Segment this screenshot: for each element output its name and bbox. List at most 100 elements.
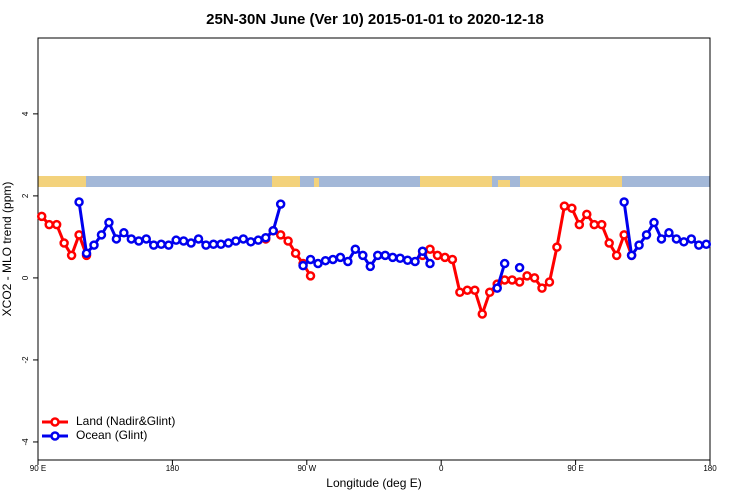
- data-point: [641, 230, 652, 240]
- data-point: [425, 244, 435, 254]
- y-tick-label: -2: [21, 356, 30, 364]
- chart-title: 25N-30N June (Ver 10) 2015-01-01 to 2020…: [206, 11, 544, 28]
- data-point: [51, 219, 62, 230]
- data-point: [387, 252, 398, 263]
- legend-label: Ocean (Glint): [76, 428, 147, 442]
- data-point: [81, 248, 92, 259]
- data-point: [484, 287, 495, 298]
- data-point: [440, 252, 450, 263]
- data-point: [156, 239, 166, 250]
- land-band: [498, 180, 510, 187]
- data-point: [193, 234, 204, 244]
- data-point: [447, 254, 458, 265]
- data-point: [313, 258, 323, 269]
- data-point: [171, 235, 181, 245]
- data-point: [544, 277, 555, 287]
- land-band: [314, 178, 319, 187]
- data-point: [432, 250, 443, 261]
- data-point: [335, 252, 346, 263]
- data-point: [470, 285, 480, 295]
- data-point: [679, 237, 689, 247]
- data-point: [626, 250, 637, 261]
- data-point: [178, 236, 189, 246]
- data-point: [686, 234, 697, 244]
- data-point: [619, 197, 629, 207]
- x-axis-label: Longitude (deg E): [326, 476, 421, 490]
- data-point: [74, 230, 84, 240]
- data-point: [492, 283, 502, 293]
- data-point: [305, 254, 316, 265]
- data-point: [455, 287, 465, 298]
- data-point: [477, 309, 488, 319]
- data-point: [395, 253, 405, 263]
- data-point: [216, 239, 226, 250]
- data-point: [664, 228, 674, 238]
- legend-marker: [50, 417, 60, 427]
- x-tick-label: 90 E: [30, 464, 46, 473]
- data-point: [522, 271, 532, 281]
- data-point: [514, 277, 525, 287]
- data-point: [201, 240, 211, 250]
- data-point: [246, 237, 256, 247]
- data-point: [343, 256, 353, 267]
- data-point: [499, 258, 510, 269]
- data-point: [59, 238, 69, 248]
- data-point: [365, 261, 376, 272]
- data-point: [567, 203, 577, 213]
- data-point: [148, 240, 159, 250]
- data-point: [134, 236, 144, 246]
- x-tick-label: 90 W: [297, 464, 316, 473]
- plot-frame: [37, 37, 711, 461]
- land-band: [520, 176, 622, 187]
- x-tick-label: 180: [703, 464, 717, 473]
- data-point: [611, 250, 622, 261]
- legend-marker: [50, 431, 60, 441]
- data-point: [111, 234, 122, 244]
- data-point: [328, 254, 338, 265]
- data-point: [596, 219, 607, 230]
- land-ocean-strip: [38, 176, 710, 187]
- y-tick-label: 2: [21, 193, 30, 198]
- data-point: [268, 226, 278, 236]
- x-tick-label: 90 E: [567, 464, 583, 473]
- data-point: [649, 217, 659, 228]
- data-point: [260, 232, 271, 243]
- y-tick-label: -4: [21, 438, 30, 446]
- data-point: [462, 285, 473, 295]
- data-point: [552, 242, 562, 252]
- data-point: [425, 258, 435, 269]
- data-point: [358, 250, 368, 261]
- data-point: [253, 235, 264, 245]
- data-point: [537, 283, 547, 293]
- data-point: [514, 262, 525, 273]
- data-point: [529, 273, 540, 283]
- data-point: [380, 250, 390, 261]
- data-point: [589, 219, 600, 230]
- data-point: [559, 201, 570, 211]
- data-point: [141, 234, 152, 244]
- data-point: [372, 250, 383, 261]
- data-point: [89, 240, 99, 250]
- data-point: [499, 275, 510, 285]
- data-point: [410, 256, 420, 267]
- land-band: [272, 176, 300, 187]
- ocean-band: [38, 176, 710, 187]
- data-point: [74, 197, 84, 207]
- data-point: [417, 246, 428, 257]
- land-band: [38, 176, 86, 187]
- data-point: [507, 275, 517, 285]
- data-point: [163, 240, 174, 250]
- data-point: [96, 230, 107, 240]
- data-point: [238, 234, 249, 244]
- data-point: [44, 219, 54, 230]
- data-point: [290, 248, 301, 259]
- data-point: [701, 239, 712, 250]
- data-point: [104, 217, 114, 228]
- data-point: [283, 236, 293, 246]
- data-point: [298, 260, 308, 271]
- y-tick-label: 4: [21, 111, 30, 116]
- legend-label: Land (Nadir&Glint): [76, 414, 175, 428]
- y-axis-label: XCO2 - MLO trend (ppm): [0, 182, 14, 317]
